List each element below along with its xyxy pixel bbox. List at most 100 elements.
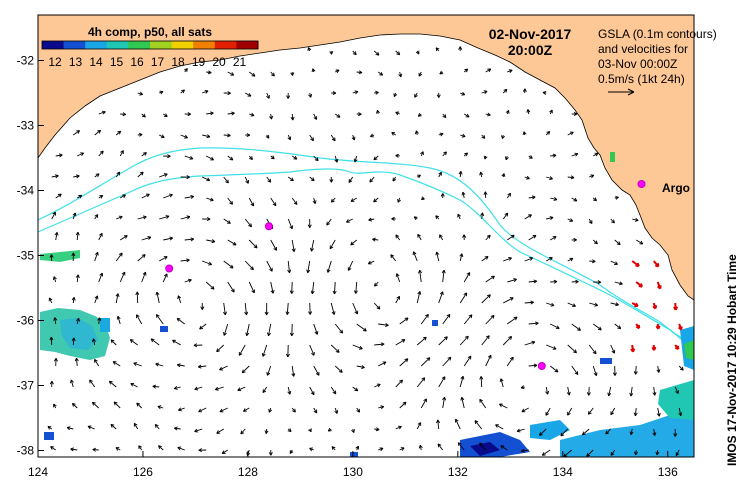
velocity-arrow bbox=[129, 339, 138, 346]
velocity-arrow bbox=[417, 113, 422, 117]
velocity-arrow bbox=[49, 380, 54, 388]
velocity-arrow bbox=[130, 382, 138, 388]
velocity-arrow bbox=[184, 155, 194, 160]
velocity-arrow bbox=[245, 133, 251, 138]
velocity-arrow bbox=[163, 193, 173, 199]
velocity-arrow bbox=[454, 418, 461, 430]
velocity-arrow bbox=[287, 176, 294, 182]
velocity-arrow bbox=[567, 257, 574, 262]
velocity-arrow bbox=[395, 295, 401, 304]
velocity-arrow bbox=[457, 213, 461, 220]
velocity-arrow bbox=[113, 401, 121, 409]
velocity-arrow bbox=[373, 302, 381, 310]
colorbar-segment bbox=[128, 41, 151, 49]
velocity-arrow bbox=[70, 379, 74, 388]
velocity-arrow bbox=[351, 428, 355, 433]
velocity-arrow bbox=[159, 173, 168, 178]
legend-line-4: 0.5m/s (1kt 24h) bbox=[598, 72, 685, 86]
velocity-arrow bbox=[501, 173, 506, 178]
velocity-legend: GSLA (0.1m contours) and velocities for … bbox=[598, 27, 717, 96]
velocity-arrow bbox=[245, 323, 250, 337]
colorbar-tick-label: 20 bbox=[212, 55, 226, 69]
velocity-arrow bbox=[308, 428, 312, 433]
velocity-arrow bbox=[227, 155, 234, 161]
velocity-arrow bbox=[137, 215, 147, 220]
velocity-arrow bbox=[593, 280, 602, 285]
velocity-arrow bbox=[549, 236, 557, 241]
velocity-arrow bbox=[71, 337, 76, 346]
velocity-arrow bbox=[373, 155, 379, 161]
velocity-arrow bbox=[329, 50, 334, 55]
velocity-arrow bbox=[353, 281, 358, 294]
velocity-arrow bbox=[458, 171, 463, 178]
velocity-arrow bbox=[391, 132, 396, 136]
velocity-arrow bbox=[308, 92, 313, 98]
velocity-arrow bbox=[378, 405, 385, 410]
velocity-arrow bbox=[49, 336, 54, 346]
velocity-arrow bbox=[71, 252, 76, 262]
velocity-arrow bbox=[395, 273, 401, 283]
velocity-arrow bbox=[567, 218, 574, 222]
velocity-arrow bbox=[373, 197, 379, 203]
velocity-arrow bbox=[159, 215, 170, 220]
velocity-arrow bbox=[586, 449, 594, 457]
velocity-arrow bbox=[550, 323, 560, 330]
velocity-arrow bbox=[116, 315, 121, 325]
velocity-arrow bbox=[266, 365, 272, 376]
velocity-arrow bbox=[120, 112, 127, 117]
velocity-arrow bbox=[266, 260, 273, 272]
velocity-arrow bbox=[172, 339, 181, 346]
velocity-arrow bbox=[214, 386, 224, 391]
velocity-arrow bbox=[115, 293, 120, 304]
velocity-arrow bbox=[629, 428, 634, 436]
velocity-arrow bbox=[528, 195, 536, 200]
velocity-arrow bbox=[485, 68, 492, 73]
velocity-arrow bbox=[458, 46, 463, 52]
velocity-arrow bbox=[677, 323, 683, 331]
velocity-arrow bbox=[652, 428, 657, 436]
velocity-arrow bbox=[436, 92, 441, 98]
velocity-arrow bbox=[350, 239, 357, 246]
velocity-arrow bbox=[206, 111, 214, 116]
velocity-arrow bbox=[313, 365, 320, 376]
colorbar-tick-label: 16 bbox=[130, 55, 144, 69]
y-tick-label: -32 bbox=[17, 54, 35, 68]
velocity-arrow bbox=[546, 344, 557, 350]
velocity-arrow bbox=[309, 134, 314, 142]
velocity-arrow bbox=[485, 354, 492, 367]
velocity-arrow bbox=[516, 428, 525, 433]
velocity-arrow bbox=[373, 50, 380, 56]
velocity-arrow bbox=[479, 171, 484, 178]
velocity-arrow bbox=[94, 295, 99, 304]
velocity-arrow bbox=[98, 195, 104, 199]
velocity-arrow bbox=[286, 92, 291, 99]
x-tick-label: 130 bbox=[343, 465, 363, 479]
velocity-arrow bbox=[173, 385, 181, 390]
velocity-arrow bbox=[223, 133, 231, 138]
velocity-arrow bbox=[560, 428, 569, 437]
velocity-arrow bbox=[521, 448, 529, 453]
velocity-arrow bbox=[270, 197, 277, 207]
velocity-arrow bbox=[528, 234, 537, 241]
velocity-arrow bbox=[248, 197, 255, 207]
velocity-arrow bbox=[194, 428, 203, 433]
velocity-arrow bbox=[268, 407, 273, 413]
velocity-arrow bbox=[240, 428, 246, 435]
x-tick-label: 134 bbox=[553, 465, 573, 479]
velocity-arrow bbox=[162, 113, 168, 118]
colorbar: 4h comp, p50, all sats 12 13 14 15 16 17 18 19 2… bbox=[41, 25, 259, 69]
velocity-arrow bbox=[441, 269, 446, 283]
velocity-arrow bbox=[98, 110, 106, 115]
velocity-arrow bbox=[459, 292, 468, 304]
velocity-arrow bbox=[115, 252, 123, 262]
velocity-arrow bbox=[194, 386, 203, 391]
velocity-arrow bbox=[285, 344, 290, 358]
velocity-arrow bbox=[542, 90, 547, 95]
velocity-arrow bbox=[73, 174, 80, 179]
velocity-arrow bbox=[485, 112, 491, 117]
velocity-arrow bbox=[289, 323, 294, 337]
velocity-arrow bbox=[504, 155, 509, 161]
velocity-arrow bbox=[352, 302, 359, 315]
velocity-arrow bbox=[571, 365, 579, 375]
colorbar-tick-label: 12 bbox=[48, 55, 62, 69]
